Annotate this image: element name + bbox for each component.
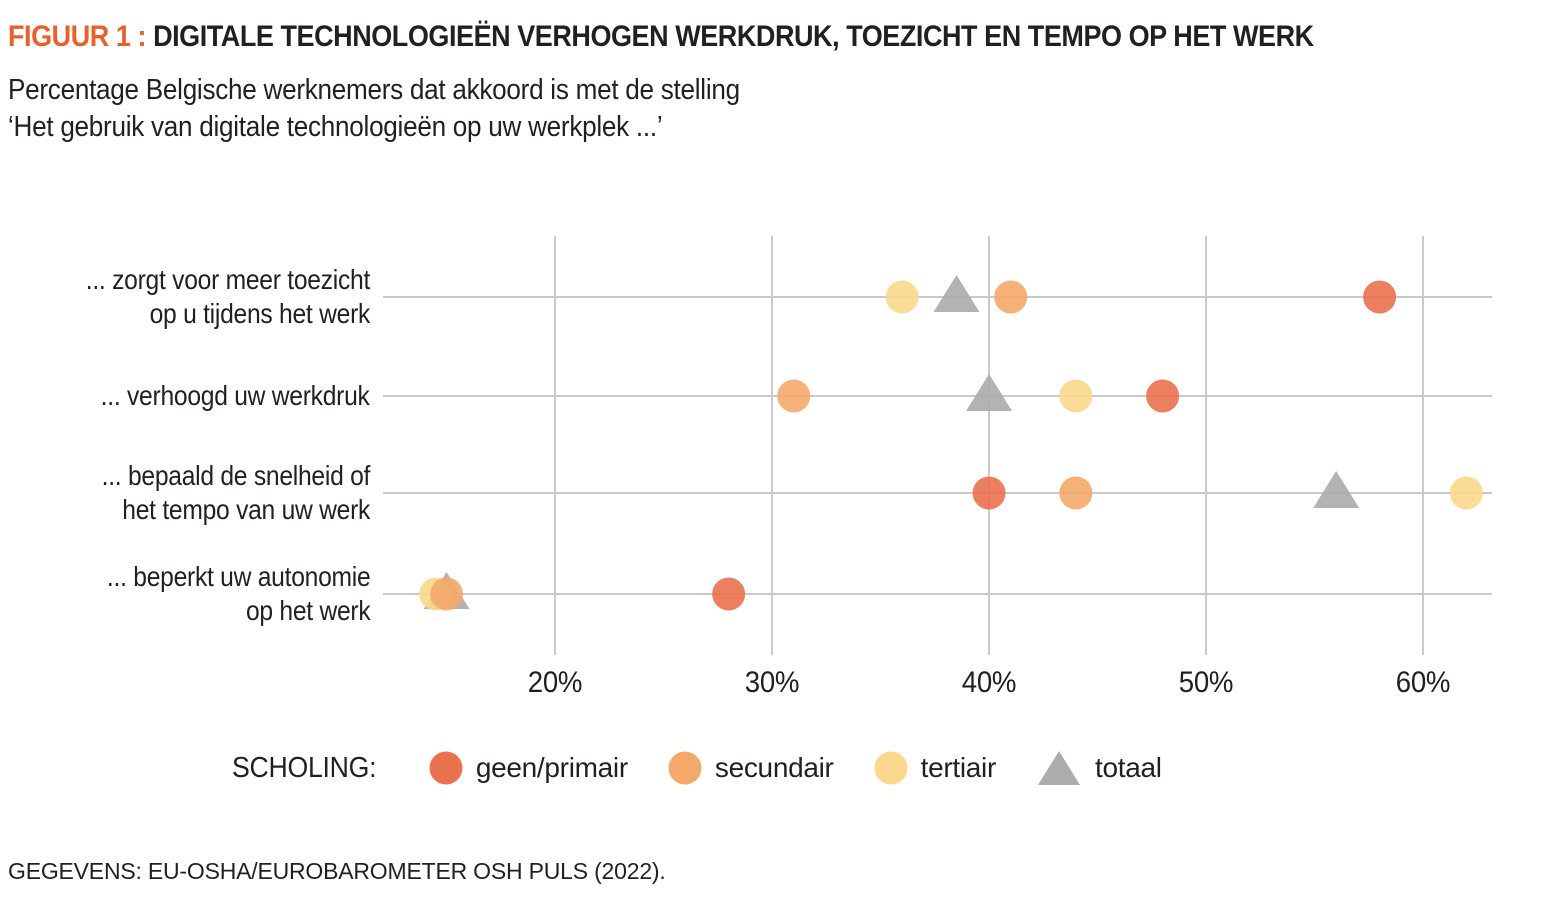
legend-item-totaal: totaal (1036, 748, 1162, 788)
y-category-label-row1: ... zorgt voor meer toezicht op u tijdens… (85, 264, 371, 329)
marker-geen-primair-row1 (1363, 280, 1397, 314)
marker-totaal-row1 (933, 275, 980, 312)
marker-secundair-row1 (994, 280, 1028, 314)
x-tick-label-60: 60% (1395, 666, 1451, 699)
x-tick-label-40: 40% (961, 666, 1017, 699)
legend-item-tertiair: tertiair (874, 751, 996, 785)
marker-secundair-row3 (1059, 476, 1093, 510)
legend-item-secundair: secundair (668, 751, 834, 785)
marker-geen-primair-row3 (972, 476, 1006, 510)
plot-area (383, 236, 1492, 655)
legend-circle-icon (874, 751, 908, 785)
figure-title: FIGUUR 1 : DIGITALE TECHNOLOGIEËN VERHOG… (8, 20, 1459, 54)
legend-label: secundair (714, 752, 834, 783)
legend-label: geen/primair (475, 752, 628, 783)
marker-secundair-row2 (777, 379, 811, 413)
marker-geen-primair-row4 (712, 577, 746, 611)
legend-label: totaal (1095, 752, 1162, 783)
y-category-label-row4: ... beperkt uw autonomie op het werk (106, 561, 371, 626)
figure-label: FIGUUR 1 : (8, 20, 147, 53)
y-category-label-row2: ... verhoogd uw werkdruk (101, 380, 370, 411)
source-note: GEGEVENS: EU-OSHA/EUROBAROMETER OSH PULS… (8, 858, 666, 884)
legend-label: tertiair (920, 752, 997, 783)
marker-tertiair-row3 (1449, 476, 1483, 510)
marker-tertiair-row1 (885, 280, 919, 314)
x-tick-label-50: 50% (1178, 666, 1234, 699)
legend-title: SCHOLING: (232, 751, 377, 784)
x-tick-label-30: 30% (744, 666, 800, 699)
marker-totaal-row3 (1313, 471, 1360, 508)
figure-subtitle: Percentage Belgische werknemers dat akko… (8, 72, 821, 146)
marker-tertiair-row2 (1059, 379, 1093, 413)
marker-secundair-row4 (430, 577, 464, 611)
legend-item-geen-primair: geen/primair (429, 751, 628, 785)
subtitle-line-2: ‘Het gebruik van digitale technologieën … (8, 111, 663, 143)
marker-totaal-row2 (966, 374, 1013, 411)
y-category-label-row3: ... bepaald de snelheid of het tempo van … (101, 460, 371, 525)
legend-triangle-icon (1038, 751, 1080, 785)
x-tick-label-20: 20% (527, 666, 583, 699)
figure-title-text: DIGITALE TECHNOLOGIEËN VERHOGEN WERKDRUK… (153, 20, 1314, 53)
marker-geen-primair-row2 (1146, 379, 1180, 413)
legend-circle-icon (668, 751, 702, 785)
legend-circle-icon (429, 751, 463, 785)
subtitle-line-1: Percentage Belgische werknemers dat akko… (8, 74, 740, 106)
legend: SCHOLING: geen/primair secundair tertiair t… (232, 746, 1162, 790)
